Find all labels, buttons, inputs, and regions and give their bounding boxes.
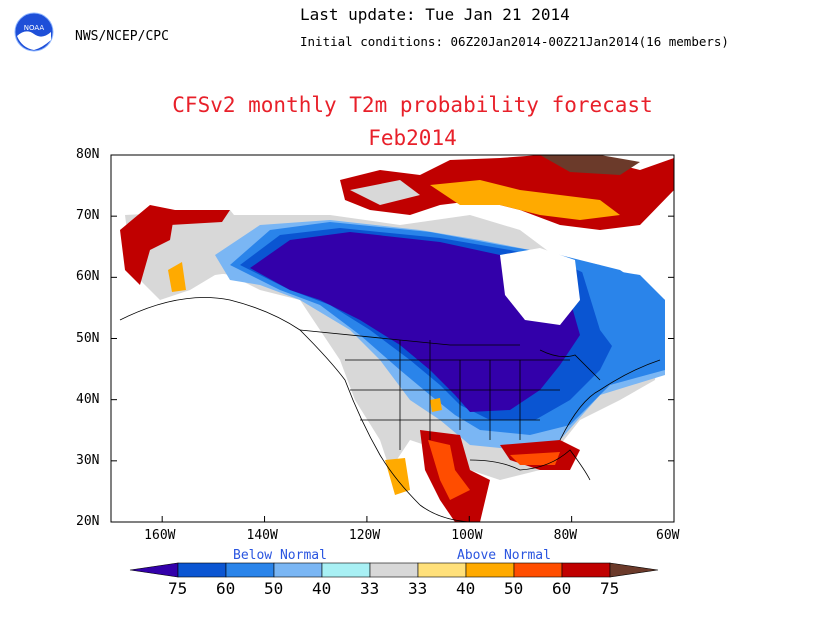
colorbar [129,562,659,578]
colorbar-swatch [177,562,227,578]
lat-label: 60N [76,269,100,285]
colorbar-tick-label: 33 [360,579,380,598]
logo-text: NOAA [24,24,45,32]
colorbar-swatch [369,562,419,578]
colorbar-swatch [321,562,371,578]
colorbar-tick-label: 33 [408,579,428,598]
colorbar-tick-label: 75 [168,579,188,598]
colorbar-tick-label: 50 [264,579,284,598]
lat-label: 40N [76,391,100,407]
lon-label: 140W [246,528,278,543]
noaa-logo: NOAA [14,12,54,52]
chart-subtitle: Feb2014 [368,126,457,150]
lat-label: 80N [76,147,100,162]
lat-label: 70N [76,208,100,224]
colorbar-tick-label: 75 [600,579,620,598]
lon-label: 80W [553,528,578,543]
lon-label: 120W [348,528,381,543]
initial-conditions: Initial conditions: 06Z20Jan2014-00Z21Ja… [300,34,729,49]
colorbar-tick-label: 40 [312,579,332,598]
lon-label: 160W [144,528,176,543]
below-normal-label: Below Normal [233,548,327,563]
above-normal-label: Above Normal [457,548,551,563]
colorbar-tick-label: 60 [552,579,572,598]
agency-label: NWS/NCEP/CPC [75,29,169,44]
colorbar-swatch [273,562,323,578]
colorbar-swatch [465,562,515,578]
colorbar-swatch [561,562,611,578]
colorbar-swatch [225,562,275,578]
region-alaska-warm [120,205,175,285]
chart-title: CFSv2 monthly T2m probability forecast [172,93,653,117]
lat-label: 50N [76,330,100,346]
colorbar-swatch [417,562,467,578]
colorbar-tick-label: 60 [216,579,236,598]
lon-label: 60W [656,528,680,543]
lat-label: 30N [76,452,100,468]
lon-label: 100W [451,528,483,543]
lat-label: 20N [76,514,100,529]
last-update: Last update: Tue Jan 21 2014 [300,5,570,24]
colorbar-swatch [129,562,179,578]
colorbar-swatch [609,562,659,578]
colorbar-tick-label: 50 [504,579,524,598]
colorbar-tick-label: 40 [456,579,476,598]
colorbar-swatch [513,562,563,578]
region-below-75 [250,232,580,412]
